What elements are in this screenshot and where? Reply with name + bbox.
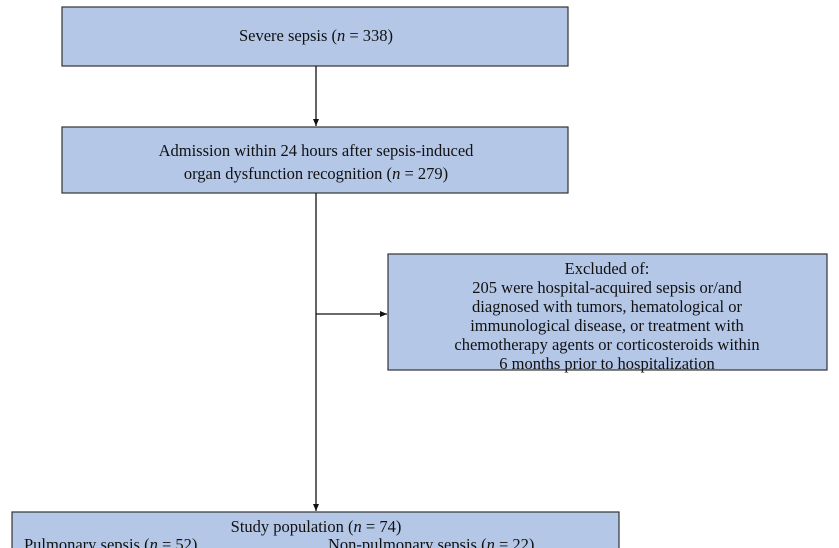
- text-segment: n: [354, 517, 362, 536]
- node-text: diagnosed with tumors, hematological or: [472, 297, 742, 316]
- node-text: Non-pulmonary sepsis (n = 22): [328, 535, 534, 548]
- text-segment: n: [150, 535, 158, 548]
- text-segment: = 338): [345, 26, 393, 45]
- text-segment: = 22): [495, 535, 535, 548]
- node-text: immunological disease, or treatment with: [470, 316, 744, 335]
- text-segment: organ dysfunction recognition (: [184, 164, 392, 183]
- box: [61, 6, 569, 67]
- box: [61, 126, 569, 194]
- node-text: Excluded of:: [565, 259, 650, 278]
- text-segment: Severe sepsis (: [239, 26, 337, 45]
- text-segment: 205 were hospital-acquired sepsis or/and: [472, 278, 742, 297]
- text-segment: = 279): [400, 164, 448, 183]
- text-segment: 6 months prior to hospitalization: [499, 354, 714, 373]
- node-text: 205 were hospital-acquired sepsis or/and: [472, 278, 742, 297]
- text-segment: diagnosed with tumors, hematological or: [472, 297, 742, 316]
- node-text: 6 months prior to hospitalization: [499, 354, 714, 373]
- node-text: chemotherapy agents or corticosteroids w…: [454, 335, 759, 354]
- text-segment: = 74): [362, 517, 402, 536]
- text-segment: Excluded of:: [565, 259, 650, 278]
- node-text: Admission within 24 hours after sepsis-i…: [159, 141, 475, 160]
- text-segment: immunological disease, or treatment with: [470, 316, 744, 335]
- node-text: Pulmonary sepsis (n = 52): [24, 535, 197, 548]
- box: [11, 511, 620, 548]
- node-text: organ dysfunction recognition (n = 279): [184, 164, 448, 183]
- text-segment: Pulmonary sepsis (: [24, 535, 150, 548]
- text-segment: Admission within 24 hours after sepsis-i…: [159, 141, 475, 160]
- text-segment: chemotherapy agents or corticosteroids w…: [454, 335, 759, 354]
- text-segment: Study population (: [231, 517, 354, 536]
- node-text: Severe sepsis (n = 338): [239, 26, 393, 45]
- text-segment: n: [337, 26, 345, 45]
- text-segment: = 52): [158, 535, 198, 548]
- text-segment: Non-pulmonary sepsis (: [328, 535, 487, 548]
- text-segment: n: [392, 164, 400, 183]
- text-segment: n: [487, 535, 495, 548]
- node-text: Study population (n = 74): [231, 517, 402, 536]
- box: [387, 253, 828, 371]
